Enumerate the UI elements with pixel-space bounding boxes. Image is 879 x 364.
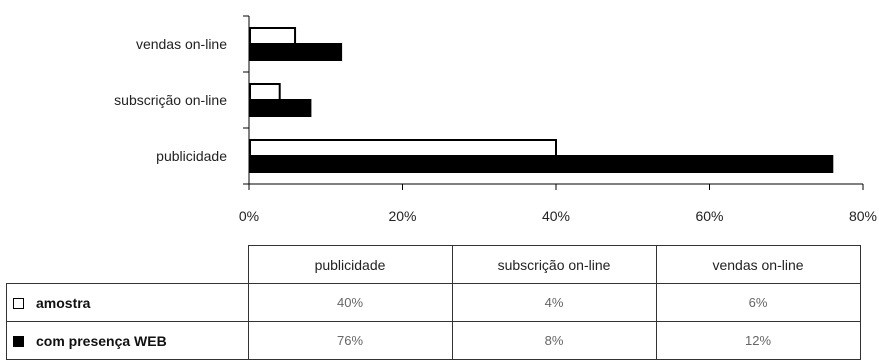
bar-chart: publicidade subscrição on-line vendas on-l… bbox=[114, 15, 877, 224]
bar-amostra bbox=[249, 27, 297, 45]
table-row: amostra 40% 4% 6% bbox=[6, 283, 861, 322]
table-header-cell: publicidade bbox=[247, 245, 453, 284]
table-cell: 12% bbox=[655, 321, 861, 360]
category-label: subscrição on-line bbox=[114, 92, 227, 108]
legend-swatch-filled-icon bbox=[13, 335, 24, 347]
legend-label: com presença WEB bbox=[36, 332, 167, 349]
x-tick-label: 80% bbox=[849, 208, 877, 224]
table-corner-cell bbox=[6, 245, 249, 284]
table-cell: 6% bbox=[655, 283, 861, 322]
x-tick-label: 40% bbox=[542, 208, 570, 224]
legend-swatch-empty-icon bbox=[13, 297, 24, 309]
bar-amostra bbox=[249, 83, 281, 101]
table-cell: 8% bbox=[451, 321, 657, 360]
data-table: publicidade subscrição on-line vendas on… bbox=[6, 245, 861, 360]
legend-cell-amostra: amostra bbox=[6, 283, 249, 322]
x-tick-label: 0% bbox=[239, 208, 259, 224]
legend-label: amostra bbox=[36, 294, 91, 311]
table-header-row: publicidade subscrição on-line vendas on… bbox=[6, 245, 861, 284]
bars-group bbox=[249, 27, 834, 173]
bar-com-presença-web bbox=[249, 99, 312, 117]
table-cell: 4% bbox=[451, 283, 657, 322]
bar-com-presença-web bbox=[249, 43, 343, 61]
bar-amostra bbox=[249, 139, 557, 157]
axes-group bbox=[243, 15, 864, 190]
table-row: com presença WEB 76% 8% 12% bbox=[6, 321, 861, 360]
bar-com-presença-web bbox=[249, 155, 834, 173]
category-label: publicidade bbox=[156, 148, 227, 164]
x-tick-label: 20% bbox=[388, 208, 416, 224]
table-header-cell: subscrição on-line bbox=[451, 245, 657, 284]
table-cell: 40% bbox=[247, 283, 453, 322]
legend-cell-com-presenca-web: com presença WEB bbox=[6, 321, 249, 360]
table-cell: 76% bbox=[247, 321, 453, 360]
labels-group: publicidade subscrição on-line vendas on-l… bbox=[114, 36, 877, 224]
table-header-cell: vendas on-line bbox=[655, 245, 861, 284]
x-tick-label: 60% bbox=[695, 208, 723, 224]
category-label: vendas on-line bbox=[136, 36, 227, 52]
